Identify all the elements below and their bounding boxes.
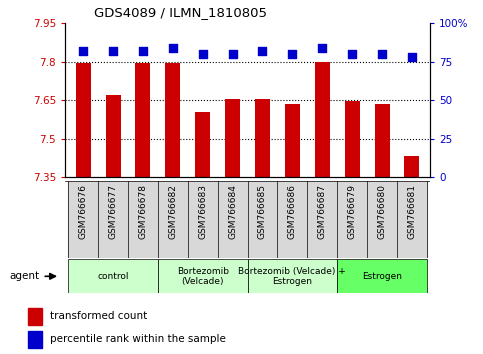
Bar <box>307 181 337 258</box>
Point <box>348 51 356 57</box>
Bar <box>375 104 389 177</box>
Bar <box>225 99 240 177</box>
Text: GSM766683: GSM766683 <box>198 184 207 239</box>
Bar <box>135 63 150 177</box>
Text: GSM766680: GSM766680 <box>378 184 386 239</box>
Point <box>79 48 87 53</box>
Bar <box>277 181 307 258</box>
Text: GSM766685: GSM766685 <box>258 184 267 239</box>
Point <box>378 51 386 57</box>
Point <box>139 48 147 53</box>
Bar <box>397 181 427 258</box>
Bar <box>106 95 120 177</box>
Bar <box>404 156 419 177</box>
Bar <box>165 63 180 177</box>
Bar <box>195 112 210 177</box>
Point <box>288 51 296 57</box>
Bar <box>337 259 427 293</box>
Point <box>318 45 326 51</box>
Bar <box>98 181 128 258</box>
Text: GSM766678: GSM766678 <box>139 184 147 239</box>
Bar <box>248 259 337 293</box>
Text: control: control <box>97 272 129 281</box>
Text: GSM766684: GSM766684 <box>228 184 237 239</box>
Text: Estrogen: Estrogen <box>362 272 402 281</box>
Bar <box>255 99 270 177</box>
Bar <box>337 181 367 258</box>
Bar <box>128 181 158 258</box>
Bar <box>158 181 188 258</box>
Bar <box>285 104 300 177</box>
Text: GSM766682: GSM766682 <box>168 184 177 239</box>
Text: GSM766686: GSM766686 <box>288 184 297 239</box>
Text: GSM766687: GSM766687 <box>318 184 327 239</box>
Point <box>229 51 237 57</box>
Text: GSM766676: GSM766676 <box>79 184 87 239</box>
Bar <box>248 181 277 258</box>
Text: transformed count: transformed count <box>50 312 147 321</box>
Point <box>258 48 266 53</box>
Point <box>408 54 416 60</box>
Point <box>109 48 117 53</box>
Bar <box>158 259 248 293</box>
Bar <box>218 181 248 258</box>
Bar <box>188 181 218 258</box>
Text: Bortezomib
(Velcade): Bortezomib (Velcade) <box>177 267 229 286</box>
Bar <box>68 259 158 293</box>
Point <box>199 51 207 57</box>
Text: GSM766677: GSM766677 <box>109 184 117 239</box>
Bar <box>367 181 397 258</box>
Text: agent: agent <box>10 271 40 281</box>
Bar <box>28 331 42 348</box>
Text: GSM766679: GSM766679 <box>348 184 356 239</box>
Text: Bortezomib (Velcade) +
Estrogen: Bortezomib (Velcade) + Estrogen <box>239 267 346 286</box>
Bar <box>68 181 98 258</box>
Bar <box>76 63 91 177</box>
Bar <box>28 308 42 325</box>
Bar <box>345 101 360 177</box>
Text: GSM766681: GSM766681 <box>408 184 416 239</box>
Bar <box>315 62 330 177</box>
Text: GDS4089 / ILMN_1810805: GDS4089 / ILMN_1810805 <box>94 6 268 19</box>
Text: percentile rank within the sample: percentile rank within the sample <box>50 335 226 344</box>
Point <box>169 45 177 51</box>
